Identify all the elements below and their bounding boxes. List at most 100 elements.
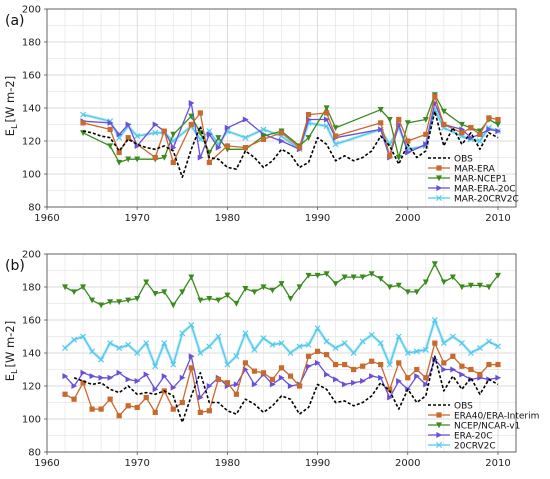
data-point [89, 373, 96, 380]
data-point [369, 373, 375, 380]
data-point [468, 134, 475, 141]
data-point [314, 359, 321, 366]
data-point [368, 271, 375, 277]
data-point [80, 284, 87, 291]
x-tick-label: 2000 [395, 458, 420, 469]
data-point [413, 289, 420, 296]
data-point [441, 366, 448, 373]
legend-marker [436, 165, 442, 171]
data-point [485, 284, 492, 291]
data-point [476, 128, 483, 135]
x-tick-label: 1960 [34, 213, 59, 224]
data-point [468, 366, 474, 373]
data-point [215, 297, 222, 304]
data-point [432, 93, 438, 100]
data-point [305, 272, 312, 279]
x-tick-label: 1970 [124, 213, 149, 224]
data-point [134, 156, 141, 163]
data-point [242, 360, 249, 366]
data-point [404, 289, 411, 296]
data-point [116, 345, 123, 352]
data-point [125, 156, 132, 163]
data-point [233, 381, 240, 388]
data-point [495, 361, 501, 368]
data-point [269, 381, 276, 388]
data-point [423, 381, 430, 388]
y-axis-label-unit: [W m-2] [3, 321, 17, 368]
legend-marker [436, 412, 442, 418]
data-point [395, 333, 402, 340]
data-point [278, 374, 285, 381]
y-tick-label: 200 [22, 250, 41, 261]
data-point [305, 363, 312, 370]
y-tick-label: 120 [22, 382, 41, 393]
data-point [242, 134, 249, 141]
data-point [459, 371, 466, 378]
data-point [287, 350, 294, 356]
data-point [242, 116, 249, 123]
data-point [278, 130, 285, 136]
data-point [378, 361, 384, 368]
data-point [125, 297, 132, 304]
data-point [143, 340, 150, 347]
data-point [179, 399, 185, 406]
data-point [143, 394, 149, 401]
series-mar-era [80, 93, 501, 166]
data-point [405, 149, 411, 156]
data-point [486, 361, 492, 368]
series-obs [73, 355, 499, 424]
data-point [378, 120, 384, 126]
y-axis-label: EL[W m-2] [3, 76, 19, 136]
data-point [260, 335, 267, 342]
y-tick-label: 180 [22, 38, 41, 49]
data-point [242, 145, 249, 151]
y-tick-label: 180 [22, 283, 41, 294]
data-point [152, 386, 159, 393]
data-point [125, 403, 131, 409]
data-point [323, 352, 330, 358]
data-point [369, 358, 375, 364]
y-tick-label: 100 [22, 170, 41, 181]
data-point [197, 350, 204, 356]
data-point [179, 330, 186, 337]
series-20crv2c [62, 317, 501, 370]
data-point [441, 121, 447, 128]
x-tick-label: 1980 [215, 213, 240, 224]
data-point [71, 396, 77, 402]
data-point [278, 281, 285, 287]
data-point [125, 135, 131, 141]
data-point [224, 380, 230, 386]
data-point [432, 340, 438, 346]
data-point [485, 338, 492, 345]
data-point [80, 369, 87, 376]
data-point [476, 345, 483, 352]
y-tick-label: 80 [28, 203, 41, 214]
data-point [387, 386, 393, 392]
x-tick-label: 1990 [305, 213, 330, 224]
data-point [269, 376, 276, 382]
data-point [233, 300, 240, 307]
data-point [458, 121, 465, 128]
data-point [206, 383, 213, 389]
data-point [152, 121, 159, 128]
legend-marker [436, 175, 442, 182]
y-axis-label-symbol: E [3, 129, 17, 136]
data-point [188, 365, 194, 371]
data-point [387, 394, 393, 401]
data-point [152, 291, 159, 297]
series-line [82, 110, 499, 179]
data-point [314, 325, 321, 332]
data-point [206, 343, 213, 350]
legend-entry: MAR-ERA [454, 165, 496, 175]
data-point [287, 383, 294, 389]
data-point [251, 289, 258, 296]
data-point [333, 376, 339, 383]
data-point [116, 159, 123, 166]
data-point [260, 136, 267, 142]
data-point [477, 131, 483, 137]
data-point [414, 373, 420, 380]
data-point [143, 371, 150, 378]
data-point [170, 131, 177, 138]
data-point [107, 126, 113, 133]
